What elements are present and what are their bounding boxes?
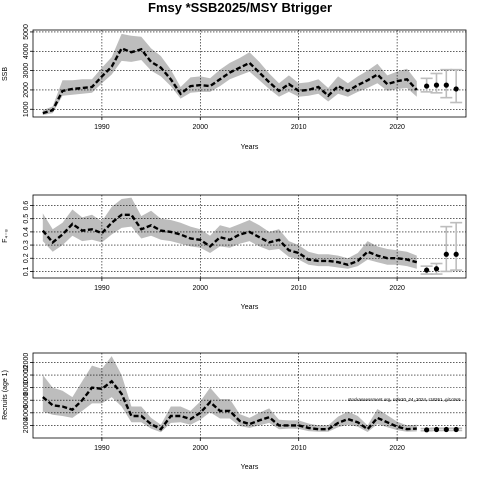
y-tick-label: 2000 xyxy=(23,82,30,98)
x-tick-label: 2010 xyxy=(291,445,307,452)
y-tick-label: 0.6 xyxy=(23,201,30,211)
forecast-point xyxy=(424,427,430,433)
x-tick-label: 1990 xyxy=(94,124,110,131)
y-tick-label: 4000 xyxy=(23,43,30,59)
y-tick-label: 6000 xyxy=(23,392,30,408)
y-tick-label: 4000 xyxy=(23,405,30,421)
x-axis-title: Years xyxy=(241,464,259,471)
x-tick-label: 1990 xyxy=(94,285,110,292)
x-tick-label: 2000 xyxy=(193,285,209,292)
forecast-point xyxy=(443,82,449,88)
y-axis-title: F₄₋₈ xyxy=(2,229,9,243)
y-tick-label: 0.1 xyxy=(23,266,30,276)
figure-title: Fmsy *SSB2025/MSY Btrigger xyxy=(148,0,332,15)
forecast-point xyxy=(424,267,430,273)
x-tick-label: 2010 xyxy=(291,285,307,292)
x-axis-title: Years xyxy=(241,144,259,151)
y-tick-label: 0.4 xyxy=(23,227,30,237)
y-tick-label: 12000 xyxy=(23,353,30,373)
y-tick-label: 5000 xyxy=(23,24,30,40)
forecast-point xyxy=(453,86,459,92)
version-annotation: stockassessment.org, sole20_24_2024, r18… xyxy=(348,397,461,402)
recruitment-panel: 1990 2000 2010 2020200040006000800010000120… xyxy=(2,352,467,471)
confidence-band xyxy=(42,33,417,116)
confidence-band xyxy=(42,356,417,433)
forecast-point xyxy=(433,82,440,88)
x-tick-label: 1990 xyxy=(94,445,110,452)
forecast-point xyxy=(443,426,449,433)
y-axis-title: SSB xyxy=(2,67,9,81)
confidence-band xyxy=(42,197,417,269)
estimate-line xyxy=(42,46,418,115)
x-axis-title: Years xyxy=(241,304,259,311)
estimate-line xyxy=(41,213,418,267)
y-tick-label: 10000 xyxy=(23,365,30,385)
y-tick-label: 0.5 xyxy=(23,214,30,224)
forecast-point xyxy=(443,251,449,257)
ssb-panel: 1990 2000 2010 2020 1000 2000 3000 4000 5000 SSB Y… xyxy=(2,24,467,151)
x-tick-label: 2000 xyxy=(193,445,209,452)
y-tick-label: 3000 xyxy=(23,63,30,79)
x-tick-label: 2010 xyxy=(291,124,307,131)
y-tick-label: 2000 xyxy=(23,418,30,434)
forecast-point xyxy=(433,266,440,272)
y-tick-label: 0.2 xyxy=(23,253,30,263)
y-tick-label: 1000 xyxy=(23,101,30,117)
estimate-line xyxy=(42,379,417,431)
forecast-point xyxy=(424,83,430,89)
plot-frame xyxy=(32,194,467,279)
plot-frame xyxy=(32,352,467,439)
forecast-point xyxy=(453,251,459,257)
y-tick-label: 8000 xyxy=(23,380,30,396)
x-tick-label: 2020 xyxy=(389,285,405,292)
y-axis-title: Recruits (age 1) xyxy=(2,370,9,420)
x-tick-label: 2020 xyxy=(389,445,405,452)
forecast-point xyxy=(453,426,459,433)
x-tick-label: 2000 xyxy=(193,124,209,131)
fishing-mortality-panel: 1990 2000 2010 2020 0.1 0.2 0.3 0.4 0.5 0.6 F₄₋₈ Ye… xyxy=(2,194,467,311)
forecast-point xyxy=(433,426,440,433)
x-tick-label: 2020 xyxy=(389,124,405,131)
y-tick-label: 0.3 xyxy=(23,240,30,250)
plot-frame xyxy=(32,29,467,118)
